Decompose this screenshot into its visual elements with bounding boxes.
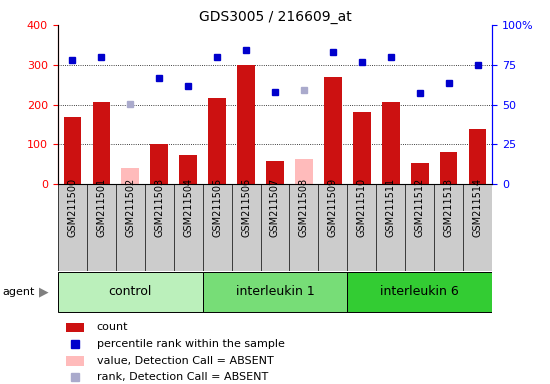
Bar xyxy=(67,323,84,332)
Bar xyxy=(179,155,197,184)
Text: value, Detection Call = ABSENT: value, Detection Call = ABSENT xyxy=(97,356,273,366)
Text: count: count xyxy=(97,322,128,332)
Bar xyxy=(266,161,284,184)
Bar xyxy=(353,112,371,184)
Text: rank, Detection Call = ABSENT: rank, Detection Call = ABSENT xyxy=(97,372,268,382)
Bar xyxy=(295,159,312,184)
Bar xyxy=(67,356,84,366)
Bar xyxy=(440,152,458,184)
Bar xyxy=(92,102,110,184)
Bar xyxy=(208,98,225,184)
Bar xyxy=(324,77,342,184)
Bar xyxy=(64,117,81,184)
Bar xyxy=(469,129,486,184)
Text: interleukin 1: interleukin 1 xyxy=(235,285,315,298)
Text: ▶: ▶ xyxy=(39,285,48,298)
Bar xyxy=(382,102,399,184)
Text: GDS3005 / 216609_at: GDS3005 / 216609_at xyxy=(199,10,351,23)
Bar xyxy=(58,271,202,312)
Bar xyxy=(411,163,428,184)
Text: agent: agent xyxy=(3,287,35,297)
Text: interleukin 6: interleukin 6 xyxy=(381,285,459,298)
Bar xyxy=(348,271,492,312)
Bar xyxy=(151,144,168,184)
Text: control: control xyxy=(108,285,152,298)
Text: percentile rank within the sample: percentile rank within the sample xyxy=(97,339,285,349)
Bar xyxy=(238,65,255,184)
Bar xyxy=(122,168,139,184)
Bar xyxy=(202,271,348,312)
